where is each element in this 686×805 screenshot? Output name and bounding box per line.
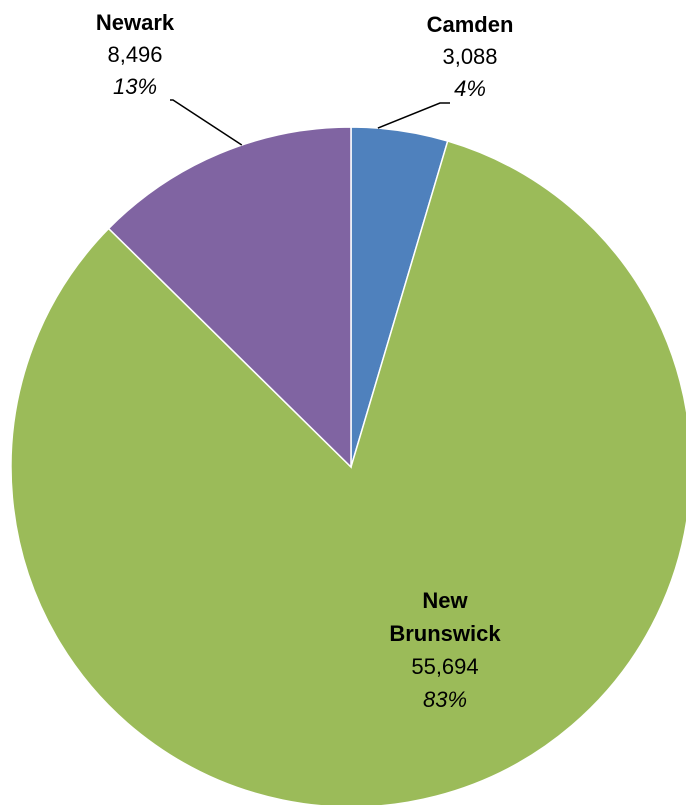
slice-label-camden-value: 3,088	[442, 44, 497, 69]
slice-label-new-brunswick-name-2: Brunswick	[389, 621, 501, 646]
slice-label-newark-value: 8,496	[107, 42, 162, 67]
slice-label-new-brunswick-value: 55,694	[411, 654, 478, 679]
pie-slice-newark	[107, 126, 352, 469]
slice-label-newark-name: Newark	[96, 10, 175, 35]
slice-label-new-brunswick-percent: 83%	[423, 687, 467, 712]
label-newark: Newark 8,496 13%	[96, 10, 175, 99]
slice-label-camden-percent: 4%	[454, 76, 486, 101]
leader-lines	[170, 99, 450, 146]
label-camden: Camden 3,088 4%	[427, 12, 514, 101]
leader-line-newark	[170, 99, 243, 146]
slice-label-newark-percent: 13%	[113, 74, 157, 99]
pie-slices	[10, 126, 686, 805]
label-new-brunswick: New Brunswick 55,694 83%	[389, 588, 501, 712]
leader-line-camden	[377, 102, 450, 129]
slice-label-new-brunswick-name-1: New	[422, 588, 468, 613]
pie-slice-new-brunswick	[10, 140, 686, 805]
slice-label-camden-name: Camden	[427, 12, 514, 37]
